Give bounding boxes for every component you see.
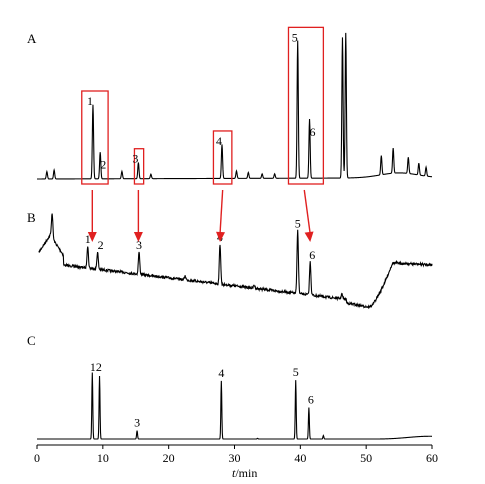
arrow-head: [304, 231, 314, 242]
arrow-head: [216, 231, 226, 242]
panel-c-letter: C: [27, 333, 36, 348]
x-tick-label: 0: [34, 451, 40, 465]
panel-b-peak-label: 6: [309, 248, 315, 262]
panel-c-peak-label: 12: [90, 360, 102, 374]
panel-b-peak-label: 1: [85, 232, 91, 246]
panel-c-peak-label: 6: [308, 393, 314, 407]
panel-a-peak-label: 3: [132, 152, 138, 166]
panel-a-peak-label: 2: [100, 157, 106, 171]
panel-c-peak-label: 3: [134, 416, 140, 430]
x-axis: 0 10 20 30 40 50 60: [34, 444, 438, 465]
arrow-line: [303, 189, 311, 235]
arrow-head: [133, 232, 143, 242]
panel-c-trace: [37, 372, 432, 440]
x-axis-title-variable: t: [232, 466, 236, 480]
panel-b-peak-label: 5: [295, 216, 301, 230]
x-tick-label: 60: [426, 451, 438, 465]
panel-c-peak-label: 5: [293, 365, 299, 379]
highlight-box: [287, 26, 325, 185]
panel-a-peak-label: 4: [216, 134, 222, 148]
x-tick-label: 40: [294, 451, 306, 465]
x-tick-label: 50: [360, 451, 372, 465]
panel-a-peak-label: 1: [87, 94, 93, 108]
panel-b-peak-label: 2: [98, 238, 104, 252]
x-tick-label: 30: [229, 451, 241, 465]
highlight-box: [133, 148, 145, 185]
highlight-box: [212, 130, 233, 185]
arrow-line: [219, 189, 224, 235]
panel-a-peak-label: 5: [292, 30, 298, 44]
x-tick-label: 10: [97, 451, 109, 465]
arrow-head: [87, 232, 97, 242]
panel-b-peak-label: 3: [136, 238, 142, 252]
panel-a-letter: A: [27, 31, 37, 46]
panel-a-trace: [37, 32, 433, 180]
x-axis-title-unit: /min: [235, 466, 257, 480]
highlight-box: [81, 90, 109, 185]
panel-b-letter: B: [27, 210, 36, 225]
panel-a: A 1 2 3 4 5 6: [27, 26, 433, 185]
x-axis-title: t/min: [232, 466, 257, 480]
panel-a-peak-label: 6: [310, 125, 316, 139]
x-tick-label: 20: [163, 451, 175, 465]
panel-c-peak-label: 4: [218, 366, 224, 380]
panel-b-trace: [38, 213, 433, 310]
